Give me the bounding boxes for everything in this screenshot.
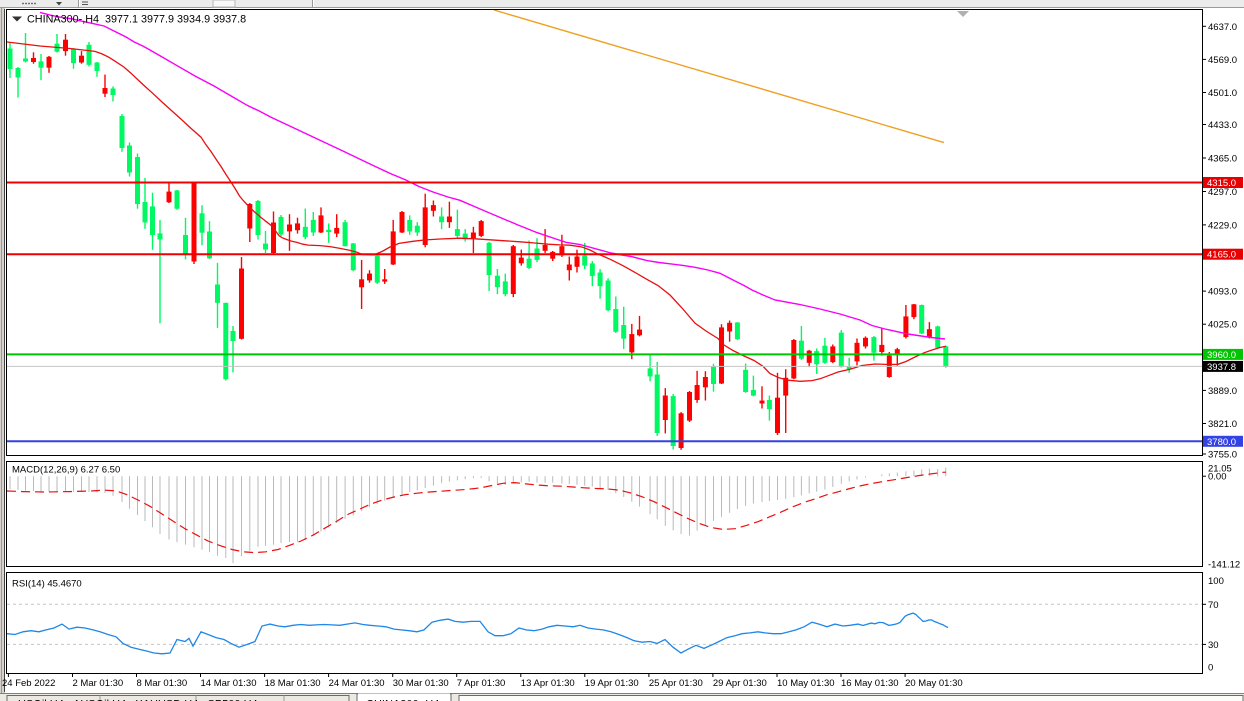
svg-text:USOil,H4 AUSOil,H4 XAUUSD,: USOil,H4 AUSOil,H4 XAUUSD,H4 SP500,H4 [18, 699, 258, 701]
svg-text:70: 70 [1208, 600, 1219, 611]
svg-text:3937.8: 3937.8 [1207, 362, 1236, 373]
svg-text:3755.0: 3755.0 [1208, 450, 1237, 461]
svg-text:19 Apr 01:30: 19 Apr 01:30 [585, 678, 639, 689]
svg-text:4093.0: 4093.0 [1208, 287, 1237, 298]
svg-text:13 Apr 01:30: 13 Apr 01:30 [521, 678, 575, 689]
svg-text:0: 0 [1208, 663, 1213, 674]
svg-text:18 Mar 01:30: 18 Mar 01:30 [265, 678, 321, 689]
svg-text:3780.0: 3780.0 [1207, 437, 1236, 448]
svg-text:20 May 01:30: 20 May 01:30 [905, 678, 963, 689]
svg-text:3889.0: 3889.0 [1208, 386, 1237, 397]
svg-text:30 Mar 01:30: 30 Mar 01:30 [393, 678, 449, 689]
svg-text:4433.0: 4433.0 [1208, 120, 1237, 131]
svg-text:4637.0: 4637.0 [1208, 22, 1237, 33]
svg-text:30: 30 [1208, 640, 1219, 651]
svg-text:14 Mar 01:30: 14 Mar 01:30 [201, 678, 257, 689]
svg-text:4025.0: 4025.0 [1208, 320, 1237, 331]
svg-text:CHINA300-,H4 3977.1 3977.9 39: CHINA300-,H4 3977.1 3977.9 3934.9 3937.8 [27, 14, 246, 26]
svg-text:24 Feb 2022: 24 Feb 2022 [2, 678, 55, 689]
svg-text:4297.0: 4297.0 [1208, 187, 1237, 198]
svg-text:2 Mar 01:30: 2 Mar 01:30 [73, 678, 124, 689]
svg-text:0.00: 0.00 [1208, 472, 1227, 483]
svg-text:4165.0: 4165.0 [1207, 250, 1236, 261]
svg-text:CHINA300-,H4: CHINA300-,H4 [366, 699, 439, 701]
svg-text:100: 100 [1208, 576, 1224, 587]
svg-text:25 Apr 01:30: 25 Apr 01:30 [649, 678, 703, 689]
svg-text:4569.0: 4569.0 [1208, 55, 1237, 66]
svg-text:4229.0: 4229.0 [1208, 220, 1237, 231]
svg-text:RSI(14) 45.4670: RSI(14) 45.4670 [12, 579, 82, 590]
svg-text:4315.0: 4315.0 [1207, 178, 1236, 189]
svg-text:MACD(12,26,9) 6.27 6.50: MACD(12,26,9) 6.27 6.50 [12, 465, 120, 476]
svg-text:8 Mar 01:30: 8 Mar 01:30 [137, 678, 188, 689]
svg-text:-141.12: -141.12 [1208, 559, 1240, 570]
svg-text:21.05: 21.05 [1208, 463, 1232, 474]
svg-text:3960.0: 3960.0 [1207, 350, 1236, 361]
svg-text:3821.0: 3821.0 [1208, 419, 1237, 430]
svg-text:7 Apr 01:30: 7 Apr 01:30 [457, 678, 506, 689]
svg-text:29 Apr 01:30: 29 Apr 01:30 [713, 678, 767, 689]
svg-text:4365.0: 4365.0 [1208, 154, 1237, 165]
svg-text:10 May 01:30: 10 May 01:30 [777, 678, 835, 689]
svg-text:24 Mar 01:30: 24 Mar 01:30 [329, 678, 385, 689]
svg-text:4501.0: 4501.0 [1208, 88, 1237, 99]
svg-text:16 May 01:30: 16 May 01:30 [841, 678, 899, 689]
